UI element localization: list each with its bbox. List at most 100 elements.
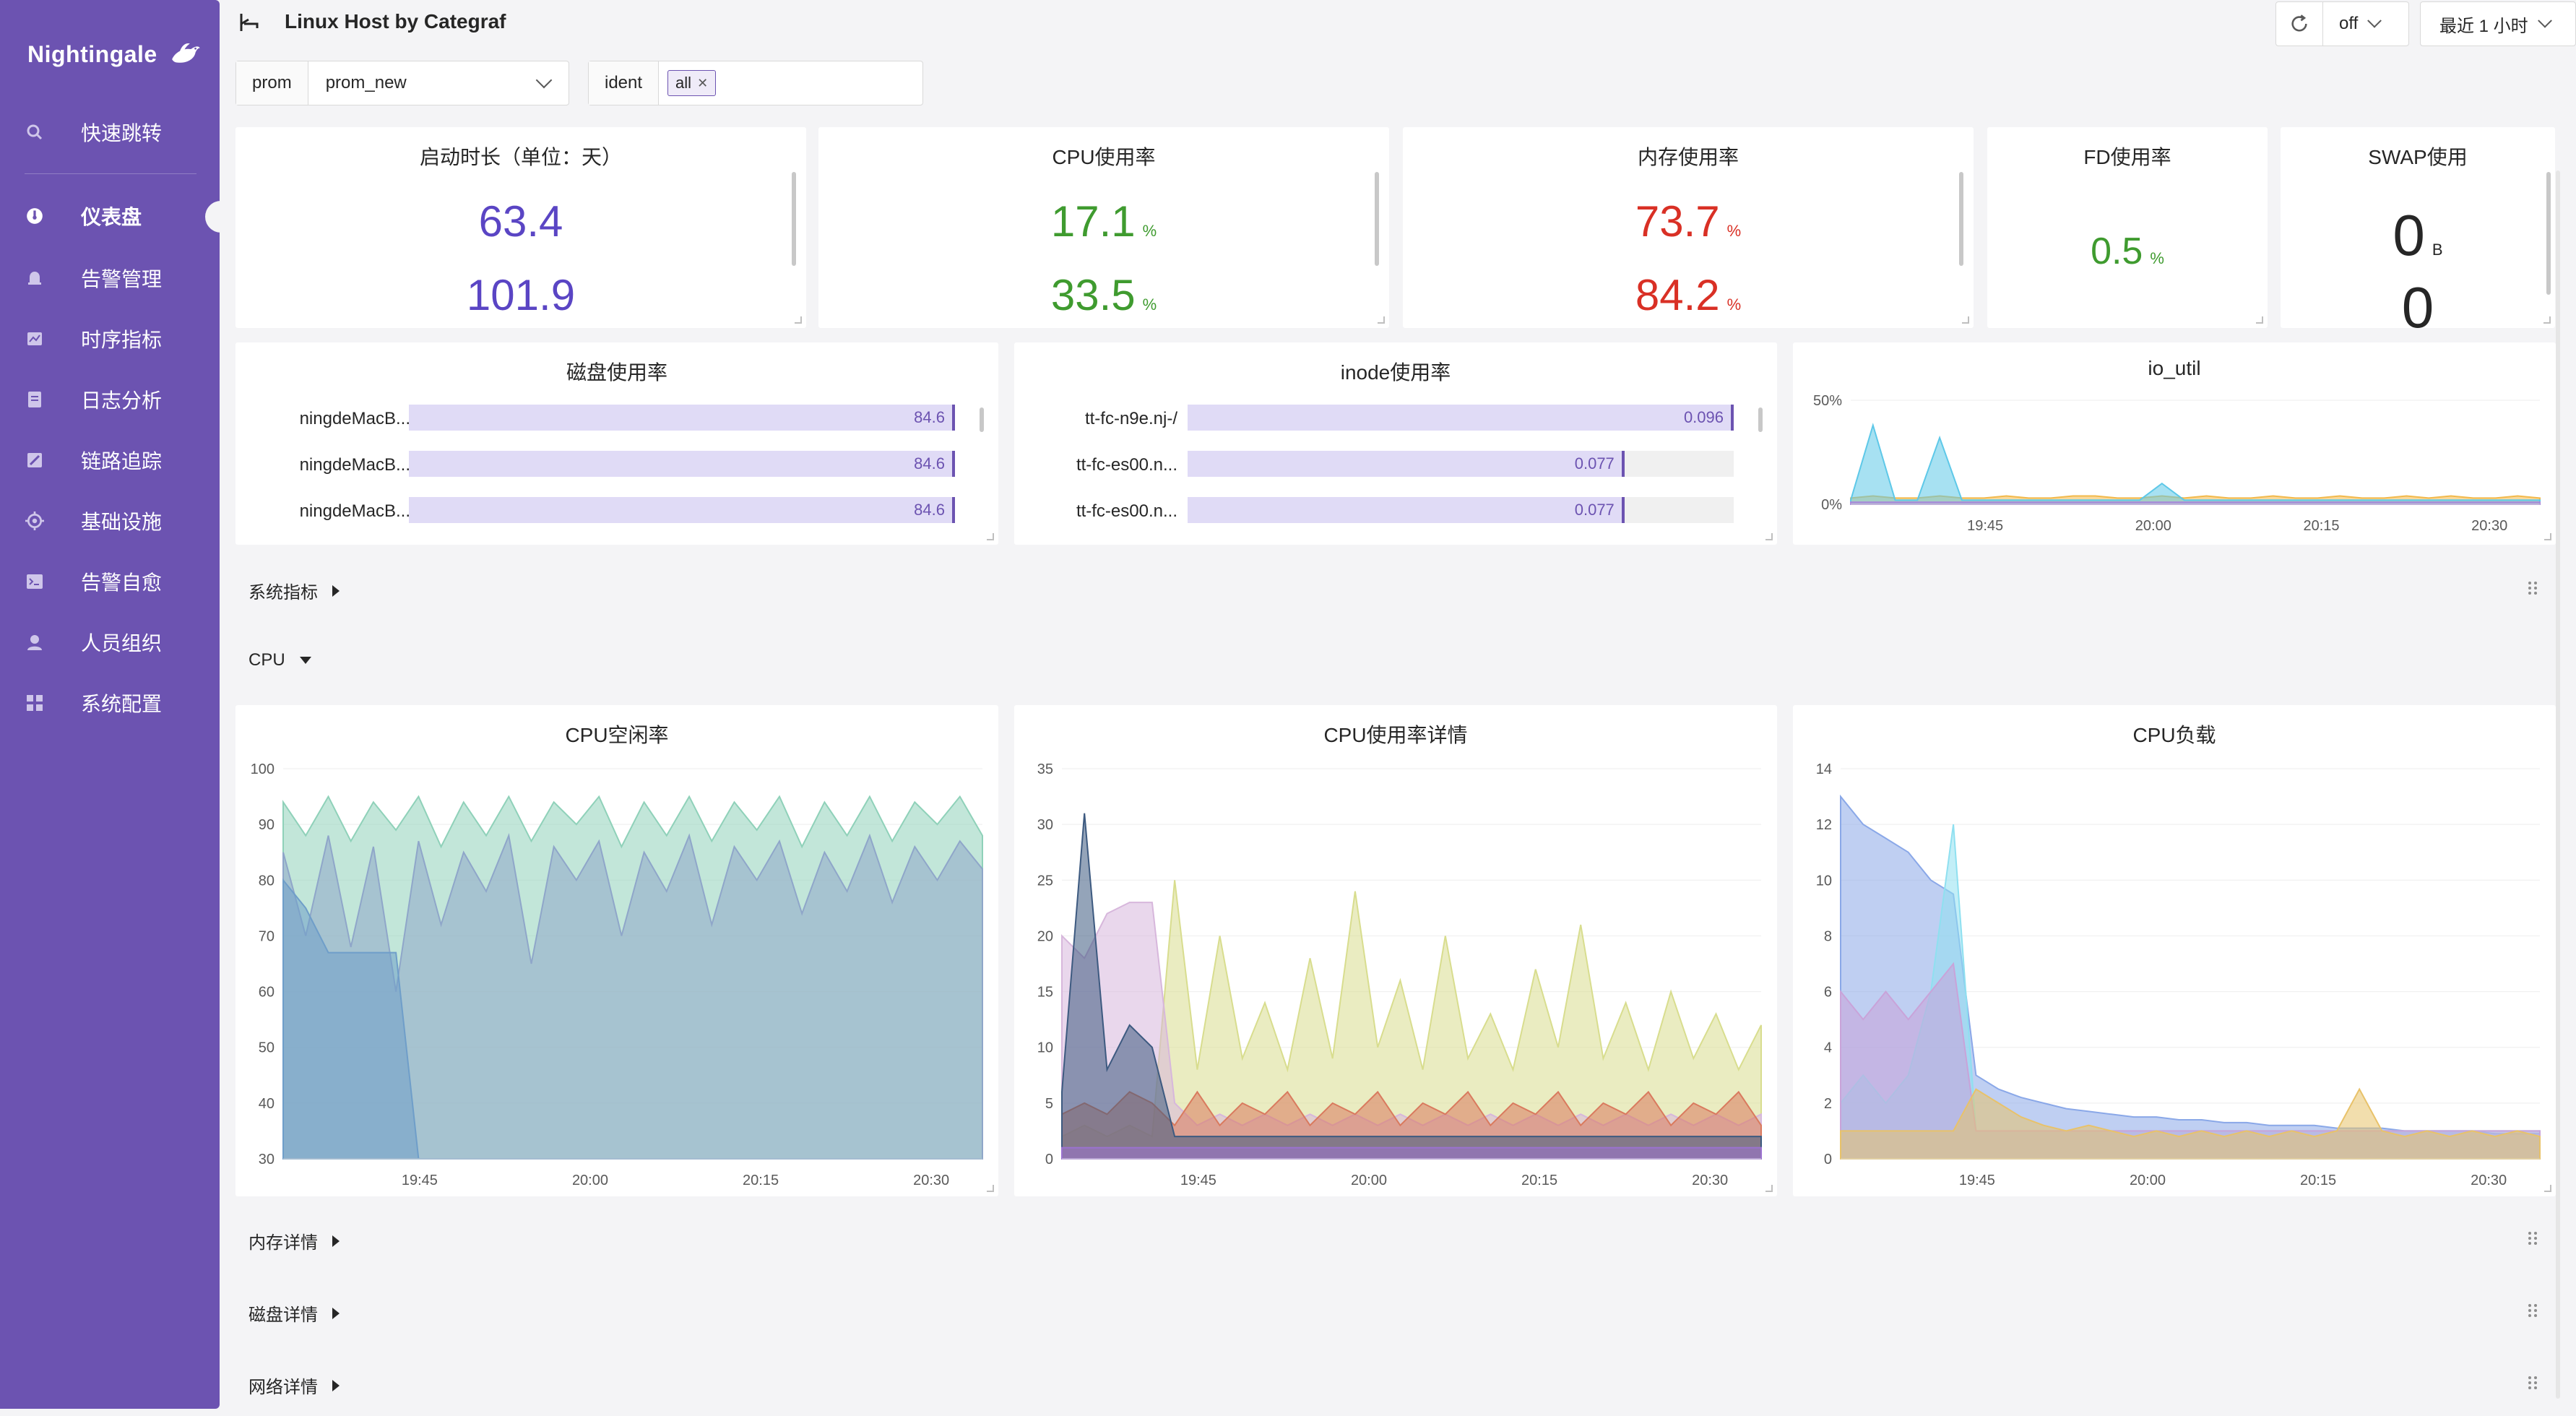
drag-handle-icon[interactable] [2525,1374,2540,1391]
auto-refresh-select[interactable]: off [2322,1,2409,46]
nav-label: 基础设施 [81,511,163,533]
cpu-usage-detail-chart: 35 30 25 20 15 10 5 0 19:45 20:00 20:15 20:30 [1037,761,1762,1188]
nav-dashboard[interactable]: 仪表盘 [0,191,220,241]
y-tick-label: 35 [1037,761,1053,777]
resize-handle[interactable] [2544,533,2551,540]
scrollbar[interactable] [1375,172,1379,266]
back-icon[interactable] [238,12,260,33]
prom-filter: prom prom_new [235,61,569,105]
chevron-down-icon [535,72,553,89]
resize-handle[interactable] [2544,1185,2551,1192]
bar-label: tt-fc-es00.n... [1076,455,1177,475]
bar-track: 84.6 [409,405,955,431]
nav-organization[interactable]: 人员组织 [0,617,220,668]
section-system-metrics[interactable]: 系统指标 [248,578,340,603]
stat-panel-memory: 内存使用率 73.7% 84.2% [1403,127,1974,328]
nav-timeseries[interactable]: 时序指标 [0,314,220,364]
y-tick-label: 0% [1821,497,1842,513]
bar-gauge-row: ningdeMacB... 84.6 [235,451,998,480]
search-icon [25,122,45,142]
section-network-detail[interactable]: 网络详情 [248,1373,340,1398]
series-area [282,833,983,1160]
user-icon [25,632,45,652]
scrollbar[interactable] [980,407,984,432]
stat-value: 84.2% [1635,271,1742,319]
cpu-load-panel: CPU负载 14 12 10 8 6 4 2 0 19:45 20:00 20:15 20:30 [1793,705,2556,1196]
stat-panel-fd: FD使用率 0.5% [1987,127,2268,328]
nav-quick-jump[interactable]: 快速跳转 [0,107,220,157]
resize-handle[interactable] [987,1185,994,1192]
scrollbar[interactable] [2546,172,2551,295]
cpu-idle-chart: 100 90 80 70 60 50 40 30 19:45 20:00 20:15 20:30 [251,761,983,1188]
x-tick-label: 20:15 [2300,1173,2336,1188]
refresh-button[interactable] [2275,1,2323,46]
x-tick-label: 20:30 [1692,1173,1728,1188]
y-tick-label: 40 [259,1096,275,1112]
y-tick-label: 0 [1045,1152,1053,1167]
x-tick-label: 19:45 [1180,1173,1216,1188]
resize-handle[interactable] [1765,533,1773,540]
resize-handle[interactable] [1765,1185,1773,1192]
bar-label: ningdeMacB... [299,409,410,428]
x-tick-label: 19:45 [402,1173,438,1188]
panel-title: io_util [2148,357,2201,379]
resize-handle[interactable] [1962,316,1969,324]
panel-title: 磁盘使用率 [566,361,667,384]
brand[interactable]: Nightingale [27,29,201,79]
nav-tracing[interactable]: 链路追踪 [0,435,220,485]
series-area [1850,423,2541,505]
section-memory-detail[interactable]: 内存详情 [248,1228,340,1253]
ident-filter-label: ident [589,61,660,105]
y-tick-label: 14 [1816,761,1832,777]
y-tick-label: 100 [251,761,275,777]
stat-value: 63.4 [478,197,563,246]
bar-track: 84.6 [409,497,955,523]
y-tick-label: 8 [1824,928,1832,944]
bar-value: 0.077 [1574,501,1615,519]
prom-select[interactable]: prom_new [308,61,569,105]
drag-handle-icon[interactable] [2525,1302,2540,1319]
ident-tag-label: all [675,74,692,92]
y-tick-label: 10 [1816,873,1832,889]
resize-handle[interactable] [1378,316,1385,324]
bar-value: 84.6 [914,408,945,426]
section-disk-detail[interactable]: 磁盘详情 [248,1300,340,1326]
nav-log-analysis[interactable]: 日志分析 [0,374,220,425]
panel-title: SWAP使用 [2368,146,2468,168]
time-range-select[interactable]: 最近 1 小时 [2420,1,2576,46]
bar-gauge-row: ningdeMacB... 84.6 [235,405,998,433]
scrollbar[interactable] [1959,172,1963,266]
resize-handle[interactable] [987,533,994,540]
y-tick-label: 10 [1037,1040,1053,1056]
nav-alert-management[interactable]: 告警管理 [0,253,220,303]
drag-handle-icon[interactable] [2525,1230,2540,1247]
y-tick-label: 12 [1816,817,1832,833]
nav-self-healing[interactable]: 告警自愈 [0,556,220,607]
sidebar: Nightingale 快速跳转 仪表盘 告警管理 时序指标 [0,0,221,1409]
io-util-panel: io_util 50% 0% 19:45 20:00 20:15 20:30 [1793,342,2556,545]
scrollbar[interactable] [792,172,796,266]
resize-handle[interactable] [2543,316,2551,324]
panel-title: 内存使用率 [1637,146,1739,168]
nav-infrastructure[interactable]: 基础设施 [0,496,220,546]
bar-track: 0.077 [1188,497,1734,523]
scrollbar[interactable] [1758,407,1763,432]
bar-gauge-row: tt-fc-n9e.nj-/ 0.096 [1014,405,1777,433]
stat-value: 17.1% [1050,197,1157,246]
caret-right-icon [332,1235,340,1247]
drag-handle-icon[interactable] [2525,579,2540,597]
panel-title: inode使用率 [1340,361,1451,384]
y-tick-label: 30 [259,1152,275,1167]
page-scrollbar[interactable] [2554,170,2562,1399]
resize-handle[interactable] [795,316,802,324]
y-tick-label: 2 [1824,1096,1832,1112]
resize-handle[interactable] [2256,316,2263,324]
panel-title: CPU使用率 [1052,146,1156,168]
nav-system-config[interactable]: 系统配置 [0,678,220,728]
refresh-icon [2291,14,2307,32]
close-icon[interactable]: ✕ [697,75,709,90]
ident-select[interactable]: all ✕ [659,61,922,105]
caret-right-icon [332,584,340,597]
section-cpu[interactable]: CPU [248,650,311,670]
